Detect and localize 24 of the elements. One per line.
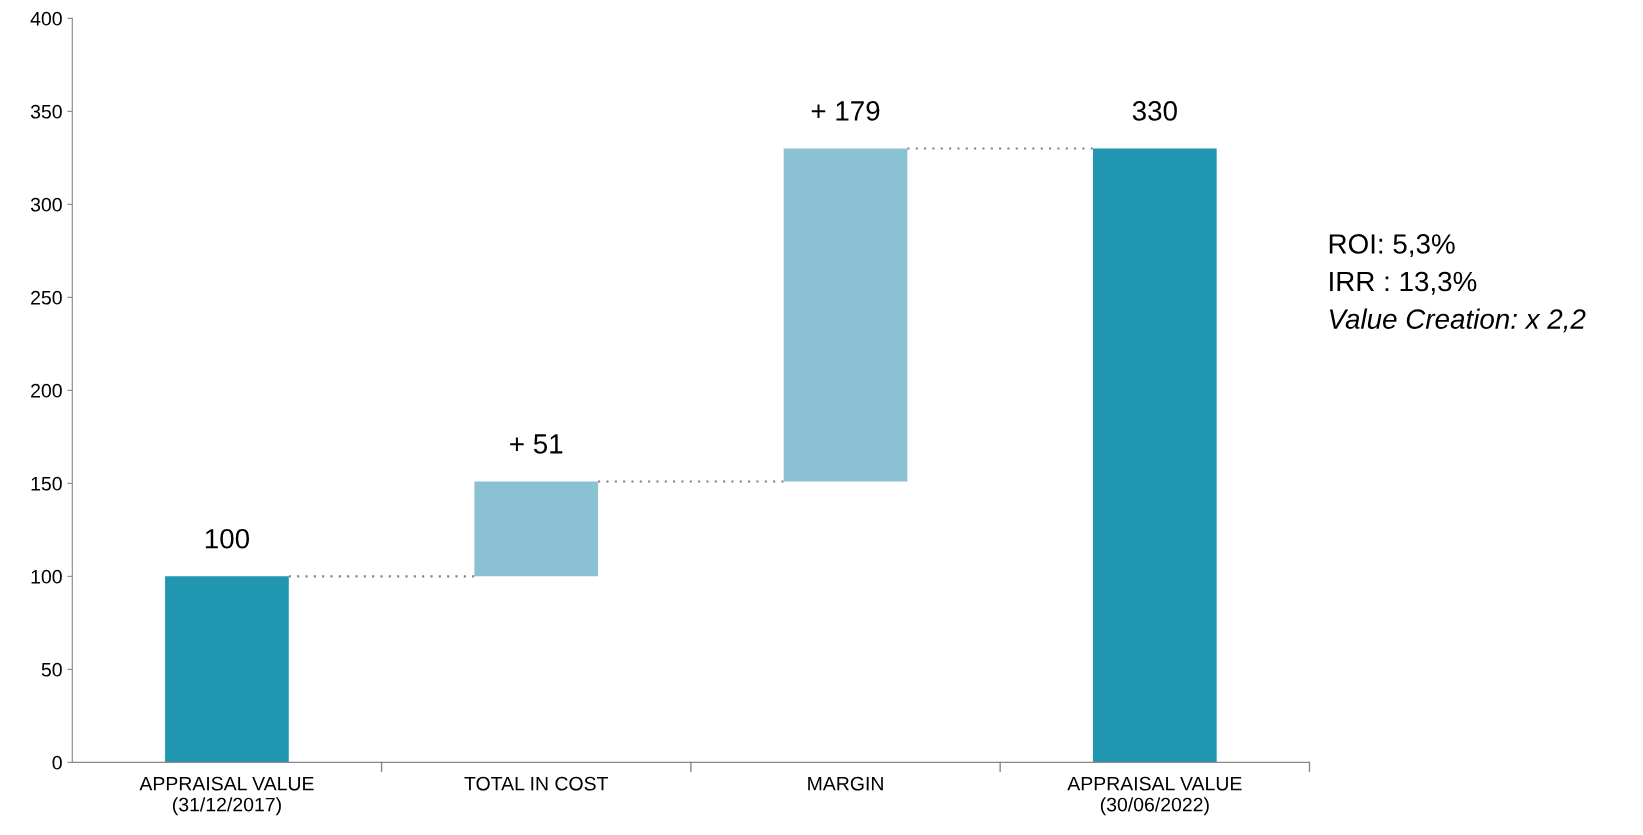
y-tick-label: 200 <box>31 383 62 398</box>
y-tick-label: 100 <box>31 569 62 584</box>
x-tick-label: MARGIN <box>808 776 883 791</box>
data-label: 100 <box>205 528 250 549</box>
text: ROI: 5,3% <box>1329 234 1455 258</box>
y-tick-label: 400 <box>30 11 62 26</box>
y-tick-label: 250 <box>31 290 62 305</box>
x-tick-label: TOTAL IN COST <box>464 776 608 791</box>
y-tick-label: 350 <box>30 104 62 119</box>
text: IRR : 13,3% <box>1330 271 1477 295</box>
bar <box>474 481 599 577</box>
bar <box>165 576 289 763</box>
bar <box>1092 148 1217 763</box>
text: Value Creation: x 2,2 <box>1329 308 1586 333</box>
data-label: 330 <box>1132 101 1177 121</box>
x-tick-label: APPRAISAL VALUE (30/06/2022) <box>1067 776 1242 816</box>
data-label: + 51 <box>510 434 563 454</box>
y-tick-label: 300 <box>30 197 62 212</box>
x-tick-label: APPRAISAL VALUE (31/12/2017) <box>139 776 314 816</box>
y-tick-label: 150 <box>31 476 62 491</box>
data-label: + 179 <box>811 101 880 121</box>
y-tick-label: 50 <box>41 662 62 677</box>
bar <box>783 148 908 482</box>
y-tick-label: 0 <box>52 755 62 770</box>
